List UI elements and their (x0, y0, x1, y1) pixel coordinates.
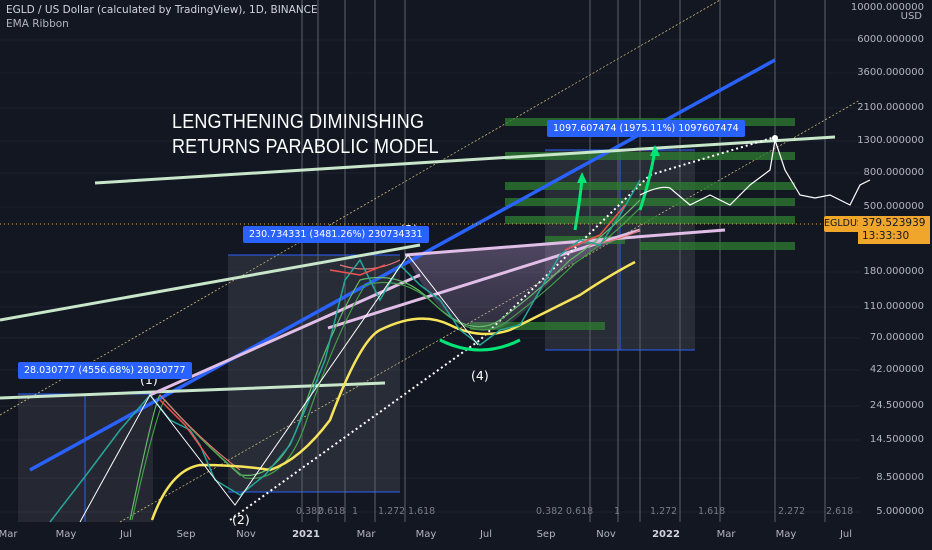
measure-label-3: 1097.607474 (1975.11%) 1097607474 (547, 120, 745, 137)
symbol-title[interactable]: EGLD / US Dollar (calculated by TradingV… (6, 4, 318, 16)
price-axis-label: 110.000000 (863, 301, 924, 312)
wave-label-2: (2) (232, 512, 250, 527)
cup-shape (405, 235, 630, 332)
bar-countdown: 13:33:30 (862, 230, 910, 242)
price-axis-label: 2100.000000 (857, 102, 924, 113)
chart-header: EGLD / US Dollar (calculated by TradingV… (6, 4, 318, 30)
current-price-value: 379.523939 (862, 217, 926, 229)
resistance-lines (0, 135, 836, 400)
wave-lines (79, 254, 479, 523)
measure-label-2: 230.734331 (3481.26%) 230734331 (243, 226, 429, 243)
fib-label: 2.272 (778, 506, 806, 517)
price-path-down (159, 204, 626, 461)
projection-peak-marker (772, 135, 778, 141)
price-axis-label: 24.500000 (869, 400, 924, 411)
time-axis-year-label: 2021 (292, 529, 320, 540)
model-title-line1: LENGTHENING DIMINISHING (172, 111, 425, 133)
indicator-label[interactable]: EMA Ribbon (6, 18, 69, 30)
time-axis-label: Mar (716, 529, 736, 540)
price-axis-label: 42.000000 (869, 364, 924, 375)
time-axis-year-label: 2022 (652, 529, 680, 540)
time-axis-label: Mar (0, 529, 18, 540)
price-axis-label: 70.000000 (869, 332, 924, 343)
model-title-line2: RETURNS PARABOLIC MODEL (172, 136, 439, 158)
fib-label: 0.382 (296, 506, 324, 517)
price-axis[interactable]: 10000.000000 USD 6000.000000 3600.000000… (851, 0, 932, 522)
price-path (49, 179, 641, 523)
fib-label: 1 (614, 506, 621, 517)
time-axis-label: Sep (536, 529, 556, 540)
fib-label: 0.618 (318, 506, 346, 517)
time-axis-label: May (775, 529, 797, 540)
fib-label: 1.272 (650, 506, 678, 517)
fib-label: 0.618 (566, 506, 594, 517)
measure-label-1: 28.030777 (4556.68%) 28030777 (18, 362, 192, 379)
fib-label: 1 (352, 506, 359, 517)
time-axis-label: Jul (119, 529, 133, 540)
price-axis-top-label: 10000.000000 (850, 2, 924, 13)
current-price-badge: 379.523939 13:33:30 (858, 216, 930, 244)
time-axis-label: Mar (356, 529, 376, 540)
price-axis-label: 3600.000000 (857, 67, 924, 78)
model-title: LENGTHENING DIMINISHING RETURNS PARABOLI… (172, 110, 439, 160)
price-axis-label: 6000.000000 (857, 34, 924, 45)
time-axis-label: Jul (839, 529, 853, 540)
time-axis-label: May (55, 529, 77, 540)
time-axis-label: Nov (596, 529, 616, 540)
price-axis-label: 14.500000 (869, 434, 924, 445)
time-axis-label: Jul (479, 529, 493, 540)
fib-label: 1.272 (378, 506, 406, 517)
ema-yellow (150, 260, 636, 521)
wave-label-4: (4) (471, 368, 489, 383)
time-axis-label: Sep (176, 529, 196, 540)
future-projection (639, 139, 871, 206)
parabolic-dotted (229, 136, 776, 521)
price-axis-label: 500.000000 (863, 201, 924, 212)
price-axis-label: 5.000000 (876, 506, 924, 517)
fib-label: 2.618 (826, 506, 854, 517)
arrow-heads (577, 145, 660, 183)
time-axis[interactable]: Mar May Jul Sep Nov 2021 Mar May Jul Sep… (0, 522, 860, 550)
time-axis-label: May (415, 529, 437, 540)
fib-label: 0.382 (536, 506, 564, 517)
fib-label: 1.618 (408, 506, 436, 517)
price-axis-label: 8.500000 (876, 472, 924, 483)
ticker-badge: EGLDUSD (824, 216, 870, 232)
price-axis-label: 1300.000000 (857, 135, 924, 146)
price-axis-label: 180.000000 (863, 266, 924, 277)
fib-time-lines (301, 0, 826, 522)
price-axis-label: 800.000000 (863, 167, 924, 178)
time-axis-label: Nov (236, 529, 256, 540)
fib-label: 1.618 (698, 506, 726, 517)
currency-label[interactable]: USD (900, 11, 922, 22)
